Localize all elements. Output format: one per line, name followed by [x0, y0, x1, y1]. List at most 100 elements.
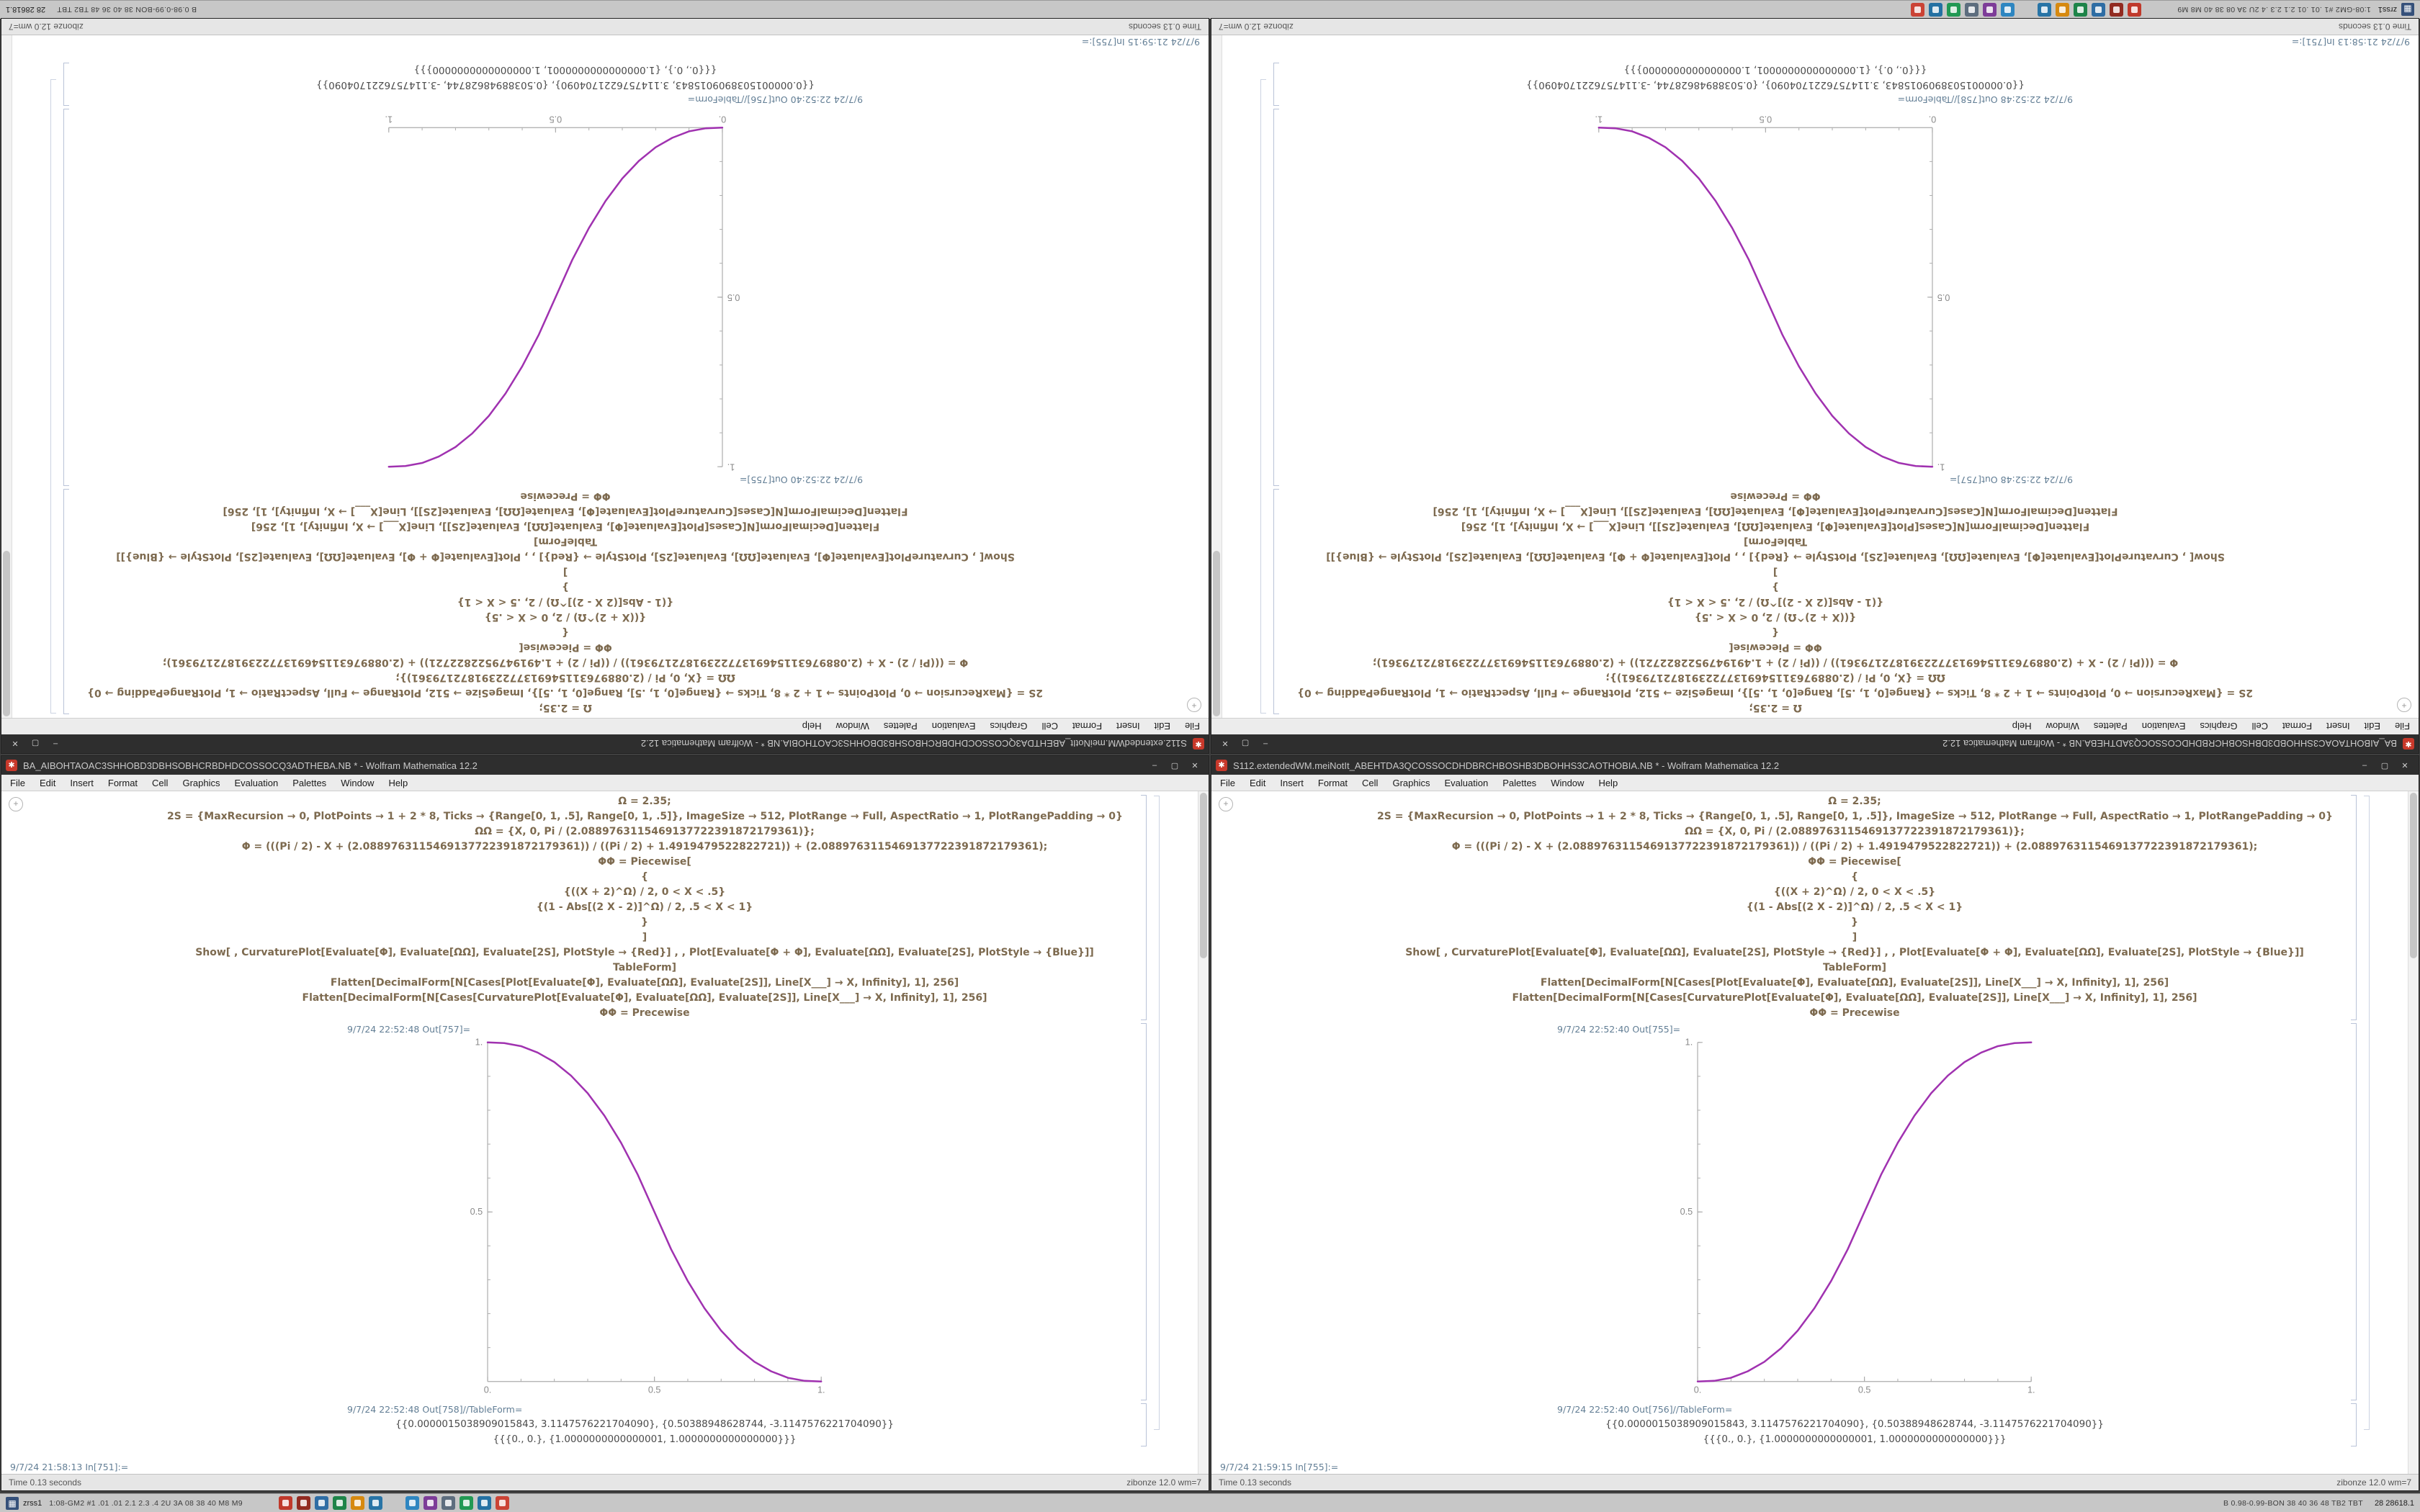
code-line[interactable]: ] [1852, 932, 1857, 943]
tray-icon-9[interactable] [441, 1496, 455, 1510]
code-line[interactable]: Φ = (((Pi / 2) - X + (2.0889763115469137… [1451, 841, 2258, 852]
code-line[interactable]: ΩΩ = {X, 0, Pi / (2.08897631154691377223… [475, 826, 815, 837]
code-line[interactable]: Ω = 2.35; [1749, 702, 1802, 714]
taskbar-top[interactable]: ▦ zrss1 1:08-GM2 #1 .01 .01 2.1 2.3 .4 2U … [0, 0, 2420, 19]
menu-palettes[interactable]: Palettes [1502, 777, 1537, 788]
code-line[interactable]: {(1 - Abs[(2 X - 2)]^Ω) / 2, .5 < X < 1} [536, 901, 753, 913]
menu-evaluation[interactable]: Evaluation [1444, 777, 1489, 788]
tray-icon-7[interactable] [405, 1496, 419, 1510]
vertical-scrollbar[interactable] [2408, 791, 2419, 1474]
code-line[interactable]: } [562, 581, 569, 593]
code-line[interactable]: ΩΩ = {X, 0, Pi / (2.08897631154691377223… [1685, 826, 2025, 837]
maximize-button[interactable]: ▢ [1170, 761, 1179, 770]
code-line[interactable]: Flatten[DecimalForm[N[Cases[Plot[Evaluat… [251, 521, 880, 532]
app-launcher-icon[interactable]: ▦ [2401, 3, 2414, 17]
code-line[interactable]: TableForm] [1744, 536, 1808, 547]
tray-icon-8[interactable] [423, 1496, 437, 1510]
plot-output-cell[interactable]: 9/7/24 22:52:48 Out[757]= 0. 0.5 1. 0.5 1. [167, 1022, 1147, 1401]
tray-icon-5[interactable] [350, 1496, 364, 1510]
close-button[interactable]: ✕ [2401, 761, 2408, 770]
tray-icon-10[interactable] [1947, 3, 1961, 17]
tray-icon-1[interactable] [2128, 3, 2142, 17]
menu-palettes[interactable]: Palettes [2093, 721, 2128, 732]
code-line[interactable]: ΦΦ = Precewise [599, 1007, 690, 1019]
code-line[interactable]: } [641, 917, 648, 928]
menu-insert[interactable]: Insert [2326, 721, 2350, 732]
menu-window[interactable]: Window [1551, 777, 1585, 788]
code-line[interactable]: {((X + 2)^Ω) / 2, 0 < X < .5} [484, 611, 647, 623]
cell-insert-icon[interactable]: + [9, 797, 23, 811]
notebook-area[interactable]: + Ω = 2.35; 2S = {MaxRecursion → 0, PlotPo… [1, 35, 1209, 718]
vertical-scrollbar[interactable] [1, 35, 12, 718]
mathematica-window-top-left[interactable]: ✱ S112.extendedWM.meiNotIt_ABEHTDA3QCOSSO… [1, 19, 1209, 753]
mathematica-window-top-right[interactable]: ✱ BA_AIBOHTAOAC3SHHOBD3DBHSOBHCRBDHDCOSSO… [1211, 19, 2419, 753]
code-line[interactable]: Flatten[DecimalForm[N[Cases[CurvaturePlo… [302, 992, 987, 1004]
vertical-scrollbar[interactable] [1198, 791, 1209, 1474]
code-line[interactable]: Φ = (((Pi / 2) - X + (2.0889763115469137… [241, 841, 1048, 852]
maximize-button[interactable]: ▢ [1241, 739, 1250, 748]
scrollbar-thumb[interactable] [1213, 551, 1220, 716]
tray-icon-12[interactable] [495, 1496, 509, 1510]
menu-evaluation[interactable]: Evaluation [234, 777, 279, 788]
code-line[interactable]: TableForm] [534, 536, 598, 547]
plot-output-cell[interactable]: 9/7/24 22:52:40 Out[755]= 0. 0.5 1. 0.5 1. [88, 108, 1043, 487]
menu-cell[interactable]: Cell [1041, 721, 1058, 732]
menu-graphics[interactable]: Graphics [990, 721, 1028, 732]
menu-format[interactable]: Format [1072, 721, 1103, 732]
mathematica-window-bottom-right[interactable]: ✱ S112.extendedWM.meiNotIt_ABEHTDA3QCOSSO… [1211, 756, 2419, 1490]
tray-icon-11[interactable] [1929, 3, 1943, 17]
minimize-button[interactable]: – [53, 739, 58, 748]
cell-insert-icon[interactable]: + [1187, 698, 1201, 712]
tray-icon-4[interactable] [2074, 3, 2088, 17]
code-line[interactable]: { [641, 871, 648, 883]
minimize-button[interactable]: – [1263, 739, 1268, 748]
scrollbar-thumb[interactable] [3, 551, 10, 716]
tray-icon-7[interactable] [2001, 3, 2015, 17]
close-button[interactable]: ✕ [1191, 761, 1198, 770]
code-line[interactable]: } [1772, 581, 1779, 593]
code-line[interactable]: {(1 - Abs[(2 X - 2)]^Ω) / 2, .5 < X < 1} [1667, 596, 1884, 608]
close-button[interactable]: ✕ [1222, 739, 1229, 748]
input-cell-group[interactable]: Ω = 2.35; 2S = {MaxRecursion → 0, PlotPoi… [167, 794, 1147, 1021]
tray-icon-5[interactable] [2056, 3, 2070, 17]
tray-icon-1[interactable] [278, 1496, 292, 1510]
code-line[interactable]: 2S = {MaxRecursion → 0, PlotPoints → 1 +… [167, 811, 1122, 822]
code-line[interactable]: Show[ , CurvaturePlot[Evaluate[Φ], Evalu… [116, 551, 1015, 562]
tray-icon-11[interactable] [477, 1496, 491, 1510]
code-line[interactable]: { [1772, 626, 1779, 638]
scrollbar-thumb[interactable] [2410, 793, 2417, 958]
menu-file[interactable]: File [1220, 777, 1235, 788]
window-titlebar[interactable]: ✱ BA_AIBOHTAOAC3SHHOBD3DBHSOBHCRBDHDCOSSO… [1211, 734, 2419, 753]
taskbar-launcher[interactable]: ▦ zrss1 [6, 1496, 42, 1510]
tray-icon-6[interactable] [2038, 3, 2052, 17]
code-line[interactable]: ΦΦ = Piecewise[ [1808, 856, 1901, 868]
code-line[interactable]: } [1851, 917, 1858, 928]
code-line[interactable]: Show[ , CurvaturePlot[Evaluate[Φ], Evalu… [195, 947, 1094, 958]
tray-icon-4[interactable] [332, 1496, 346, 1510]
tray-icon-10[interactable] [459, 1496, 473, 1510]
mathematica-window-bottom-left[interactable]: ✱ BA_AIBOHTAOAC3SHHOBD3DBHSOBHCRBDHDCOSSO… [1, 756, 1209, 1490]
menu-edit[interactable]: Edit [1249, 777, 1266, 788]
code-line[interactable]: Flatten[DecimalForm[N[Cases[Plot[Evaluat… [1540, 977, 2169, 989]
menu-window[interactable]: Window [835, 721, 869, 732]
maximize-button[interactable]: ▢ [2380, 761, 2389, 770]
input-cell-group[interactable]: Ω = 2.35; 2S = {MaxRecursion → 0, PlotPoi… [88, 488, 1043, 715]
code-line[interactable]: 2S = {MaxRecursion → 0, PlotPoints → 1 +… [1298, 687, 2253, 698]
code-line[interactable]: {(1 - Abs[(2 X - 2)]^Ω) / 2, .5 < X < 1} [1746, 901, 1963, 913]
cell-insert-icon[interactable]: + [2397, 698, 2411, 712]
code-line[interactable]: Flatten[DecimalForm[N[Cases[Plot[Evaluat… [1461, 521, 2090, 532]
menu-help[interactable]: Help [802, 721, 822, 732]
tray-icon-9[interactable] [1965, 3, 1979, 17]
menu-help[interactable]: Help [2012, 721, 2032, 732]
menu-edit[interactable]: Edit [1154, 721, 1171, 732]
notebook-area[interactable]: + Ω = 2.35; 2S = {MaxRecursion → 0, PlotPo… [1, 791, 1209, 1474]
code-line[interactable]: ΦΦ = Piecewise[ [519, 642, 612, 653]
tableform-output-cell[interactable]: 9/7/24 22:52:48 Out[758]//TableForm= {{0.… [1298, 62, 2253, 107]
code-line[interactable]: ΦΦ = Piecewise[ [598, 856, 691, 868]
code-line[interactable]: {((X + 2)^Ω) / 2, 0 < X < .5} [1773, 886, 1936, 898]
taskbar-launcher[interactable]: ▦ zrss1 [2378, 3, 2414, 17]
tray-icon-8[interactable] [1983, 3, 1997, 17]
menu-insert[interactable]: Insert [1116, 721, 1140, 732]
menu-window[interactable]: Window [341, 777, 375, 788]
menu-file[interactable]: File [2395, 721, 2410, 732]
